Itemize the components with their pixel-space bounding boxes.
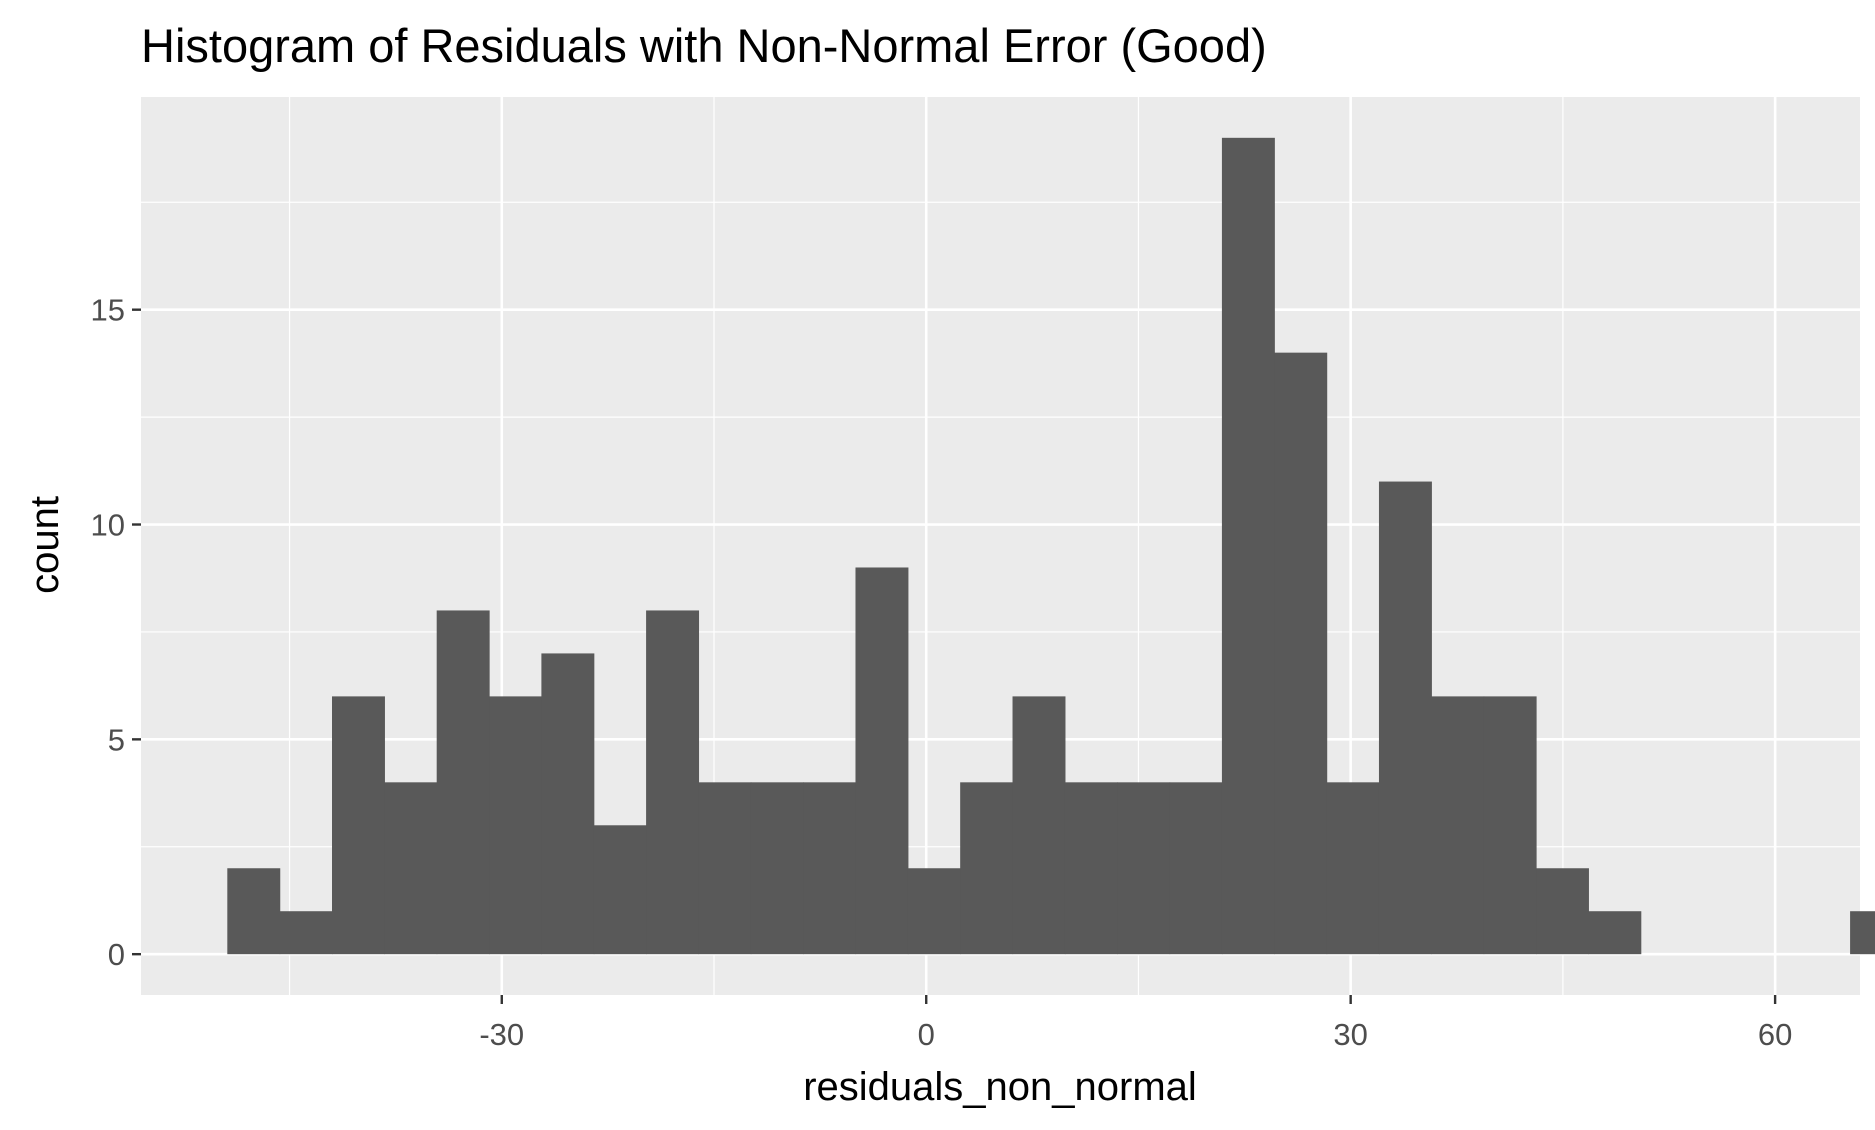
- histogram-bar: [1012, 696, 1066, 955]
- x-tick-label: 60: [1758, 1017, 1792, 1052]
- x-tick-label: -30: [479, 1017, 524, 1052]
- histogram-bar: [646, 610, 700, 955]
- chart-title: Histogram of Residuals with Non-Normal E…: [141, 19, 1267, 72]
- histogram-bar: [593, 825, 647, 955]
- histogram-bar: [1431, 696, 1485, 955]
- histogram-bar: [279, 911, 333, 955]
- histogram-bar: [1064, 782, 1118, 955]
- x-tick-label: 30: [1333, 1017, 1367, 1052]
- y-tick-label: 10: [91, 508, 125, 543]
- histogram-bar: [227, 868, 281, 955]
- histogram-bar: [541, 653, 595, 955]
- y-tick-label: 5: [108, 722, 125, 757]
- histogram-bar: [436, 610, 490, 955]
- histogram-bar: [1169, 782, 1223, 955]
- histogram-bar: [750, 782, 804, 955]
- histogram-bar: [489, 696, 542, 955]
- x-axis: -30 0 30 60: [479, 995, 1792, 1052]
- histogram-bar: [855, 567, 909, 955]
- histogram-bar: [1378, 481, 1432, 955]
- y-tick-label: 15: [91, 293, 125, 328]
- histogram-bar: [1117, 782, 1171, 955]
- histogram-bar: [1483, 696, 1537, 955]
- histogram-bar: [1326, 782, 1380, 955]
- histogram-bar: [960, 782, 1014, 955]
- histogram-bar: [1221, 137, 1275, 955]
- minor-gridlines: [141, 97, 1860, 995]
- histogram-bar: [698, 782, 752, 955]
- histogram-bar: [1536, 868, 1589, 955]
- histogram-bar: [1850, 911, 1875, 955]
- x-axis-title: residuals_non_normal: [803, 1065, 1197, 1109]
- y-axis-title: count: [23, 496, 67, 594]
- histogram-bar: [1274, 352, 1328, 955]
- histogram-bar: [907, 868, 961, 955]
- histogram-bar: [332, 696, 385, 955]
- y-axis: 0 5 10 15: [91, 293, 141, 972]
- histogram-bar: [803, 782, 857, 955]
- y-tick-label: 0: [108, 937, 125, 972]
- histogram-bar: [1588, 911, 1642, 955]
- histogram-bars: [227, 137, 1875, 955]
- histogram-bar: [384, 782, 438, 955]
- x-tick-label: 0: [918, 1017, 935, 1052]
